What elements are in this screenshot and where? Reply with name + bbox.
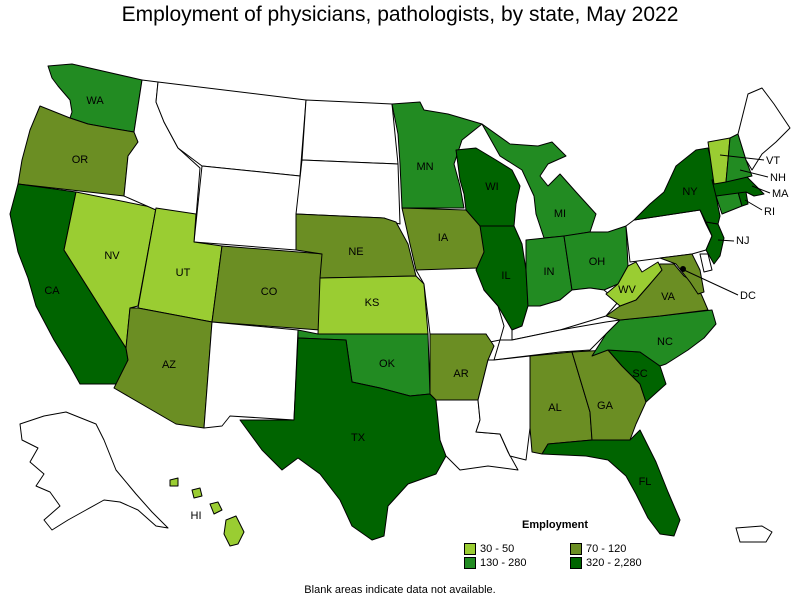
leader-ma xyxy=(751,185,771,194)
legend-item-30-50: 30 - 50 xyxy=(464,543,570,555)
label-nh: NH xyxy=(770,172,786,184)
state-hi-maui[interactable] xyxy=(209,501,223,515)
label-mi: MI xyxy=(554,208,566,220)
state-nj[interactable] xyxy=(705,221,725,265)
legend-label-320-2280: 320 - 2,280 xyxy=(586,557,642,569)
label-ne: NE xyxy=(348,246,363,258)
map-title: Employment of physicians, pathologists, … xyxy=(121,3,679,26)
state-wy[interactable] xyxy=(193,165,301,251)
label-ar: AR xyxy=(453,368,468,380)
state-wv[interactable] xyxy=(605,261,663,307)
state-pr[interactable] xyxy=(735,525,773,543)
state-wi[interactable] xyxy=(455,147,521,227)
label-nv: NV xyxy=(104,250,120,262)
state-hi-oahu[interactable] xyxy=(191,487,203,499)
legend-item-130-280: 130 - 280 xyxy=(464,557,570,569)
label-oh: OH xyxy=(589,256,606,268)
dc-marker[interactable] xyxy=(680,266,686,272)
state-nd[interactable] xyxy=(301,99,399,165)
label-wv: WV xyxy=(618,284,636,296)
legend-items: 30 - 50 70 - 120 130 - 280 320 - 2,280 xyxy=(464,543,644,569)
state-ks[interactable] xyxy=(317,275,429,335)
legend-item-70-120: 70 - 120 xyxy=(570,543,660,555)
label-nj: NJ xyxy=(736,235,749,247)
legend-item-320-2280: 320 - 2,280 xyxy=(570,557,660,569)
leader-ri xyxy=(744,199,763,211)
label-ks: KS xyxy=(365,297,380,309)
label-co: CO xyxy=(261,286,278,298)
state-mi[interactable] xyxy=(481,123,597,239)
state-nm[interactable] xyxy=(203,321,299,429)
state-hi-big-island[interactable] xyxy=(223,515,245,547)
label-al: AL xyxy=(548,402,561,414)
label-ia: IA xyxy=(438,232,449,244)
label-in: IN xyxy=(544,266,555,278)
label-ga: GA xyxy=(597,400,614,412)
label-ut: UT xyxy=(176,267,191,279)
label-ri: RI xyxy=(764,206,775,218)
leader-vt xyxy=(719,154,765,161)
label-va: VA xyxy=(661,291,676,303)
label-il: IL xyxy=(501,270,510,282)
state-hi-kauai[interactable] xyxy=(169,477,179,487)
label-dc: DC xyxy=(740,290,756,302)
legend-swatch-130-280 xyxy=(464,557,476,569)
label-mn: MN xyxy=(416,161,433,173)
label-wi: WI xyxy=(485,181,498,193)
label-tx: TX xyxy=(351,432,366,444)
label-ok: OK xyxy=(379,358,396,370)
leader-dc xyxy=(683,269,739,296)
state-fl[interactable] xyxy=(541,429,681,537)
legend-label-130-280: 130 - 280 xyxy=(480,557,527,569)
state-mn[interactable] xyxy=(391,101,483,209)
state-ak[interactable] xyxy=(19,411,169,531)
legend-label-30-50: 30 - 50 xyxy=(480,543,515,555)
label-ca: CA xyxy=(44,285,60,297)
label-sc: SC xyxy=(632,368,647,380)
state-tx[interactable] xyxy=(239,337,447,541)
label-ma: MA xyxy=(772,188,789,200)
label-ny: NY xyxy=(682,186,698,198)
label-or: OR xyxy=(72,154,89,166)
label-wa: WA xyxy=(86,95,104,107)
legend-title: Employment xyxy=(522,519,589,531)
legend-swatch-30-50 xyxy=(464,543,476,555)
legend-swatch-320-2280 xyxy=(570,557,582,569)
state-de[interactable] xyxy=(699,253,713,273)
leader-nh xyxy=(739,169,769,178)
legend-label-70-120: 70 - 120 xyxy=(586,543,627,555)
label-vt: VT xyxy=(766,155,780,167)
label-fl: FL xyxy=(639,476,652,488)
leader-nj xyxy=(717,239,735,242)
label-nc: NC xyxy=(657,336,673,348)
legend-swatch-70-120 xyxy=(570,543,582,555)
state-ny[interactable] xyxy=(633,147,721,225)
label-az: AZ xyxy=(162,359,176,371)
label-hi: HI xyxy=(191,510,202,522)
footnote: Blank areas indicate data not available. xyxy=(304,584,496,596)
legend: Employment 30 - 50 70 - 120 130 - 280 32… xyxy=(464,519,644,569)
state-md[interactable] xyxy=(659,253,705,295)
state-me[interactable] xyxy=(737,87,791,171)
